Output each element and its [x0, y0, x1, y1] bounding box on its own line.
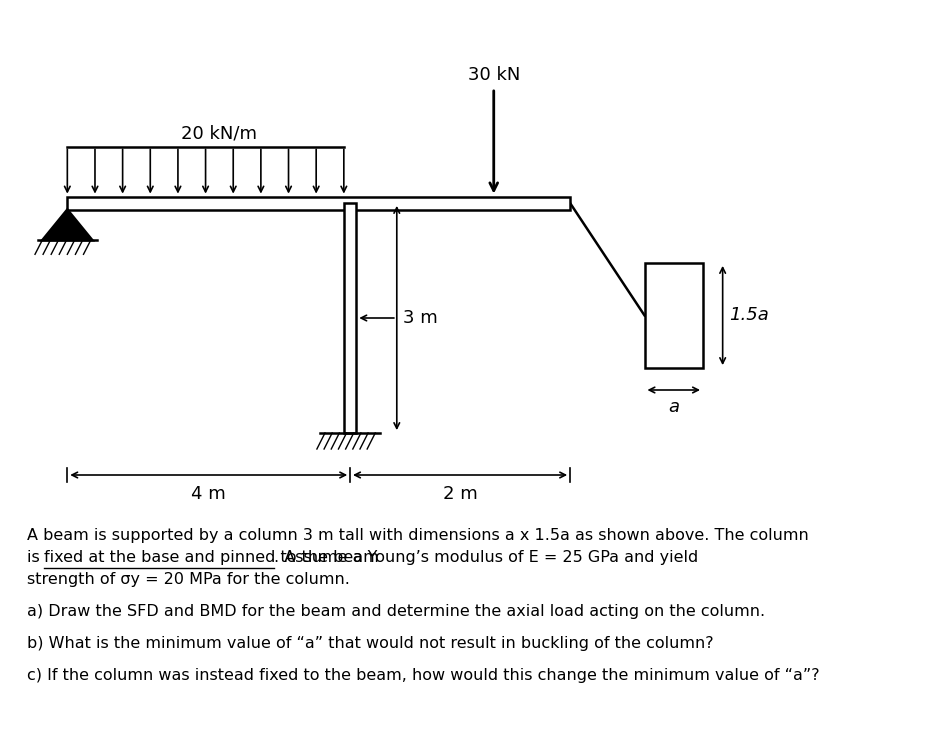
Text: . Assume a Young’s modulus of E = 25 GPa and yield: . Assume a Young’s modulus of E = 25 GPa…	[274, 550, 698, 565]
Bar	[344, 203, 356, 433]
Text: 20 kN/m: 20 kN/m	[181, 125, 257, 143]
Text: c) If the column was instead fixed to the beam, how would this change the minimu: c) If the column was instead fixed to th…	[27, 668, 819, 683]
Bar	[644, 263, 703, 368]
Text: a) Draw the SFD and BMD for the beam and determine the axial load acting on the : a) Draw the SFD and BMD for the beam and…	[27, 604, 765, 619]
Text: fixed at the base and pinned to the beam: fixed at the base and pinned to the beam	[44, 550, 379, 565]
Text: 1.5a: 1.5a	[729, 307, 769, 325]
Text: strength of σy = 20 MPa for the column.: strength of σy = 20 MPa for the column.	[27, 572, 350, 587]
Text: 3 m: 3 m	[403, 309, 438, 327]
Text: 4 m: 4 m	[192, 485, 226, 503]
Text: is: is	[27, 550, 45, 565]
Text: b) What is the minimum value of “a” that would not result in buckling of the col: b) What is the minimum value of “a” that…	[27, 636, 713, 651]
Text: 2 m: 2 m	[443, 485, 477, 503]
Polygon shape	[42, 210, 92, 240]
Bar	[67, 196, 570, 210]
Text: 30 kN: 30 kN	[468, 66, 520, 84]
Text: A beam is supported by a column 3 m tall with dimensions a x 1.5a as shown above: A beam is supported by a column 3 m tall…	[27, 528, 809, 543]
Text: a: a	[669, 398, 679, 416]
